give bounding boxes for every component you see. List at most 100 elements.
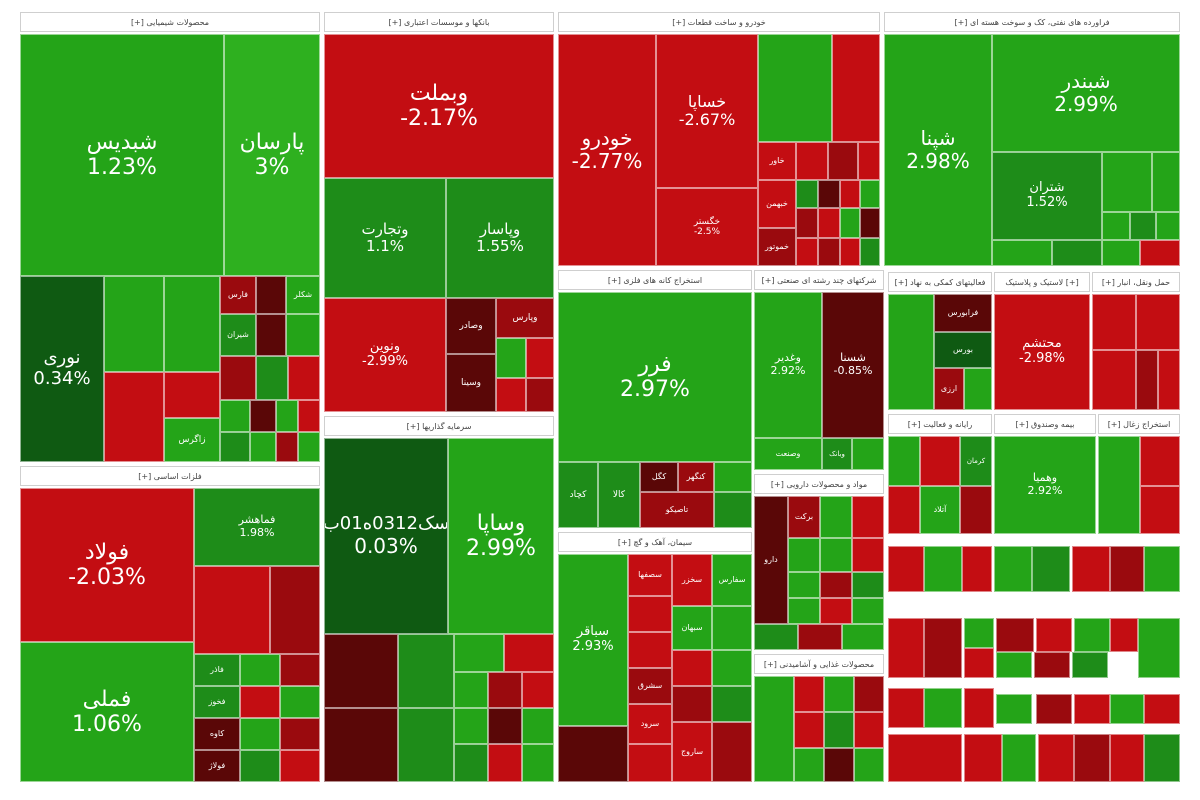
tile-small[interactable] [860, 180, 880, 208]
tile-small[interactable] [852, 572, 884, 598]
tile-small[interactable] [964, 648, 994, 678]
sector-header-banks[interactable]: بانکها و موسسات اعتباری [+] [324, 12, 554, 32]
tile-small[interactable] [280, 750, 320, 782]
tile-small[interactable] [854, 712, 884, 748]
tile-small[interactable] [104, 276, 164, 372]
tile-small[interactable] [758, 34, 832, 142]
tile-khsapa[interactable]: خساپا -2.67% [656, 34, 758, 188]
tile-small[interactable] [504, 634, 554, 672]
tile-small[interactable] [276, 432, 298, 462]
tile-vhemya[interactable]: وهمیا 2.92% [994, 436, 1096, 534]
tile-vaghadir[interactable]: وغدیر 2.92% [754, 292, 822, 438]
sector-header-coal[interactable]: استخراج زغال [+] [1098, 414, 1180, 434]
tile-small[interactable] [1102, 152, 1152, 212]
tile-zagros[interactable]: زاگرس [164, 418, 220, 462]
tile-small[interactable] [240, 654, 280, 686]
tile-small[interactable] [522, 672, 554, 708]
tile-small[interactable] [824, 748, 854, 782]
tile-small[interactable] [488, 708, 522, 744]
tile-shiran[interactable]: شیران [220, 314, 256, 356]
tile-small[interactable] [220, 432, 250, 462]
tile-small[interactable] [1002, 734, 1036, 782]
sector-header-multi[interactable]: شرکتهای چند رشته ای صنعتی [+] [754, 270, 884, 290]
tile-small[interactable] [250, 432, 276, 462]
tile-small[interactable] [1074, 618, 1110, 652]
tile-small[interactable] [1110, 618, 1138, 652]
tile-sekhazar[interactable]: سخزر [672, 554, 712, 606]
tile-small[interactable] [964, 688, 994, 728]
tile-small[interactable] [1074, 734, 1110, 782]
tile-small[interactable] [796, 238, 818, 266]
tile-small[interactable] [754, 676, 794, 782]
tile-small[interactable] [220, 356, 256, 400]
tile-knegar[interactable]: کنگهر [678, 462, 714, 492]
tile-vsapa[interactable]: وساپا 2.99% [448, 438, 554, 634]
tile-vbahman[interactable]: وبانک [822, 438, 852, 470]
tile-small[interactable] [852, 538, 884, 572]
tile-kharazm[interactable]: خاور [758, 142, 796, 180]
tile-atlas[interactable]: آتلاد [920, 486, 960, 534]
tile-small[interactable] [288, 356, 320, 400]
tile-small[interactable] [256, 314, 286, 356]
tile-kgol[interactable]: کگل [640, 462, 678, 492]
tile-small[interactable] [454, 744, 488, 782]
tile-sroud[interactable]: سرود [628, 704, 672, 744]
tile-small[interactable] [714, 462, 752, 492]
tile-small[interactable] [1140, 486, 1180, 534]
tile-small[interactable] [1032, 546, 1070, 592]
tile-shetran[interactable]: شتران 1.52% [992, 152, 1102, 240]
tile-bond[interactable]: سک0312ه01ب 0.03% [324, 438, 448, 634]
tile-small[interactable] [1072, 652, 1108, 678]
tile-small[interactable] [712, 686, 752, 722]
tile-arzi[interactable]: ارزی [934, 368, 964, 410]
tile-small[interactable] [1102, 240, 1140, 266]
tile-shabdis[interactable]: شبدیس 1.23% [20, 34, 224, 276]
tile-small[interactable] [522, 708, 554, 744]
tile-foolad[interactable]: فولاد -2.03% [20, 488, 194, 642]
tile-small[interactable] [1158, 350, 1180, 410]
tile-small[interactable] [324, 708, 398, 782]
tile-small[interactable] [852, 496, 884, 538]
tile-small[interactable] [712, 722, 752, 782]
tile-small[interactable] [1052, 240, 1102, 266]
tile-small[interactable] [488, 672, 522, 708]
tile-small[interactable] [788, 538, 820, 572]
tile-famaser[interactable]: فماهشر 1.98% [194, 488, 320, 566]
sector-header-auto[interactable]: خودرو و ساخت قطعات [+] [558, 12, 880, 32]
tile-small[interactable] [796, 142, 828, 180]
tile-small[interactable] [820, 496, 852, 538]
tile-small[interactable] [924, 546, 962, 592]
tile-vbank[interactable]: وسینا [446, 354, 496, 412]
tile-small[interactable] [256, 356, 288, 400]
tile-sharq[interactable]: سشرق [628, 668, 672, 704]
tile-small[interactable] [840, 238, 860, 266]
tile-small[interactable] [1136, 294, 1180, 350]
tile-small[interactable] [298, 400, 320, 432]
tile-small[interactable] [888, 734, 962, 782]
tile-small[interactable] [996, 618, 1034, 652]
tile-small[interactable] [794, 676, 824, 712]
tile-small[interactable] [796, 180, 818, 208]
tile-small[interactable] [270, 566, 320, 654]
sector-header-rubber[interactable]: [+] لاستیک و پلاستیک [994, 272, 1090, 292]
tile-small[interactable] [496, 378, 526, 412]
tile-small[interactable] [888, 294, 934, 410]
tile-small[interactable] [1152, 152, 1180, 212]
tile-small[interactable] [1098, 436, 1140, 534]
tile-small[interactable] [960, 486, 992, 534]
tile-fazar[interactable]: فاذر [194, 654, 240, 686]
tile-khgostar[interactable]: خگستر -2.5% [656, 188, 758, 266]
tile-small[interactable] [794, 712, 824, 748]
tile-small[interactable] [920, 436, 960, 486]
tile-shekalar[interactable]: شکلر [286, 276, 320, 314]
tile-small[interactable] [526, 378, 554, 412]
tile-small[interactable] [992, 240, 1052, 266]
tile-small[interactable] [164, 372, 220, 418]
tile-small[interactable] [240, 718, 280, 750]
tile-fameli[interactable]: فملی 1.06% [20, 642, 194, 782]
tile-small[interactable] [454, 672, 488, 708]
tile-small[interactable] [1136, 350, 1158, 410]
tile-small[interactable] [250, 400, 276, 432]
tile-parsan[interactable]: پارسان 3% [224, 34, 320, 276]
tile-small[interactable] [1092, 294, 1136, 350]
